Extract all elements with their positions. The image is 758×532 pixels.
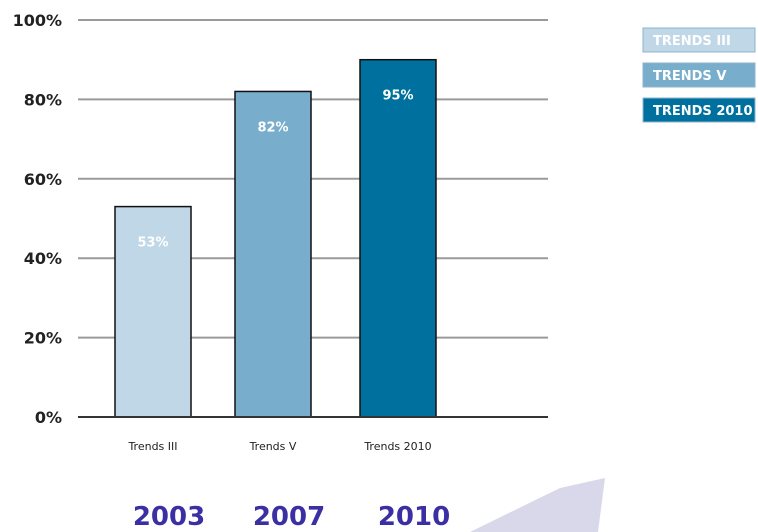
y-tick-label: 20% <box>24 329 62 348</box>
legend-item-3: TRENDS 2010 <box>642 97 756 123</box>
y-axis-tick-labels: 0% 20% 40% 60% 80% 100% <box>13 11 62 427</box>
data-label-2: 82% <box>257 120 288 135</box>
legend-item-1: TRENDS III <box>642 27 756 53</box>
year-label-3: 2010 <box>378 502 450 532</box>
legend-swatch <box>642 62 756 88</box>
data-label-1: 53% <box>137 235 168 250</box>
decorative-background-shape <box>470 478 605 532</box>
data-labels: 53% 82% 95% <box>137 89 413 251</box>
category-label-2: Trends V <box>249 440 297 453</box>
year-label-1: 2003 <box>133 502 205 532</box>
year-label-2: 2007 <box>253 502 325 532</box>
legend-swatch <box>642 97 756 123</box>
y-tick-label: 60% <box>24 170 62 189</box>
y-tick-label: 100% <box>13 11 62 30</box>
legend-label: TRENDS III <box>653 34 731 49</box>
legend-label: TRENDS V <box>653 69 726 84</box>
y-tick-label: 80% <box>24 90 62 109</box>
bars <box>114 58 437 418</box>
bar-3 <box>359 58 437 418</box>
legend-label: TRENDS 2010 <box>653 104 753 119</box>
legend-item-2: TRENDS V <box>642 62 756 88</box>
y-tick-label: 0% <box>35 408 62 427</box>
y-tick-label: 40% <box>24 249 62 268</box>
bar-2 <box>234 90 312 418</box>
bar-1 <box>114 205 192 418</box>
x-axis-category-labels: Trends III Trends V Trends 2010 <box>127 440 431 453</box>
legend-swatch <box>642 27 756 53</box>
category-label-1: Trends III <box>127 440 177 453</box>
year-labels: 2003 2007 2010 <box>133 502 450 532</box>
data-label-3: 95% <box>382 89 413 104</box>
category-label-3: Trends 2010 <box>363 440 431 453</box>
legend: TRENDS III TRENDS V TRENDS 2010 <box>642 27 756 123</box>
